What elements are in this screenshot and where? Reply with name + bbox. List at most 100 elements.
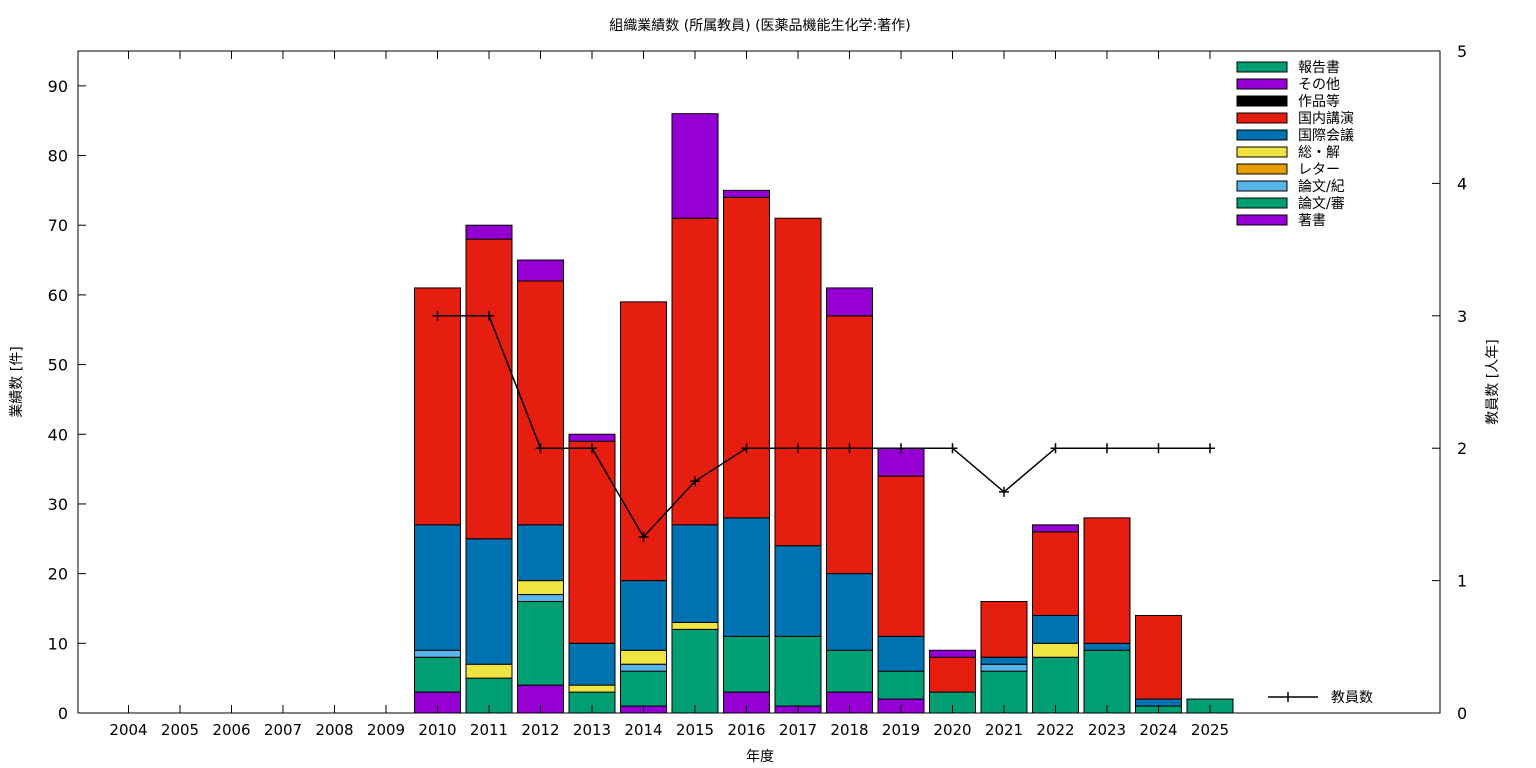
legend-label: 国内講演 xyxy=(1298,111,1354,127)
faculty-point xyxy=(587,443,597,454)
faculty-line-group xyxy=(432,310,1215,542)
bar-segment xyxy=(620,670,667,707)
y2-tick-label: 4 xyxy=(1457,174,1467,193)
axes-group: 0 10 20 30 40 50 60 70 80 90 0 1 2 3 4 5 2004 2005 2006 200… xyxy=(48,42,1468,739)
x-tick-label: 2021 xyxy=(985,721,1023,739)
bar-segment xyxy=(723,517,770,637)
x-tick-label: 2007 xyxy=(264,721,302,739)
y2-tick-label: 2 xyxy=(1457,439,1467,458)
x-tick-label: 2016 xyxy=(727,721,765,739)
bar-segment xyxy=(414,524,461,651)
x-tick-label: 2008 xyxy=(315,721,353,739)
y-tick-label: 0 xyxy=(58,704,68,723)
faculty-point xyxy=(1205,443,1215,454)
bar-segment xyxy=(1083,649,1131,714)
bar-segment xyxy=(723,635,770,693)
y-tick-label: 70 xyxy=(48,216,68,235)
faculty-line xyxy=(437,315,1210,539)
bar-segment xyxy=(1032,524,1079,533)
legend-swatch xyxy=(1236,214,1288,226)
x-tick-label: 2019 xyxy=(882,721,920,739)
legend-swatch xyxy=(1236,95,1288,107)
bar-segment xyxy=(877,475,925,637)
faculty-point xyxy=(432,310,443,321)
bar-segment xyxy=(980,601,1028,658)
legend-swatch xyxy=(1236,163,1288,175)
bar-segment xyxy=(568,684,616,693)
y2-tick-label: 3 xyxy=(1457,307,1467,326)
legend-swatch xyxy=(1236,61,1288,73)
x-tick-label: 2017 xyxy=(779,721,817,739)
x-tick-label: 2014 xyxy=(624,721,662,739)
faculty-point xyxy=(535,443,546,454)
legend-label: レター xyxy=(1298,162,1340,178)
y-tick-label: 50 xyxy=(48,356,68,375)
faculty-point xyxy=(690,476,700,487)
legend-label: その他 xyxy=(1298,77,1340,93)
x-tick-label: 2015 xyxy=(676,721,714,739)
bar-segment xyxy=(568,440,616,644)
bar-segment xyxy=(517,601,564,686)
bar-segment xyxy=(1135,614,1182,700)
legend-label: 総・解 xyxy=(1298,145,1340,161)
legend-swatch xyxy=(1236,146,1288,158)
x-tick-label: 2011 xyxy=(470,721,508,739)
legend-label: 国際会議 xyxy=(1298,127,1354,144)
faculty-point xyxy=(844,443,855,454)
bar-segment xyxy=(723,196,770,519)
x-tick-label: 2010 xyxy=(418,721,456,739)
faculty-point xyxy=(999,486,1009,497)
bar-segment xyxy=(877,635,925,672)
legend-swatch xyxy=(1236,180,1288,192)
bar-segment xyxy=(774,635,822,707)
bar-segment xyxy=(1083,642,1131,651)
legend-label: 報告書 xyxy=(1298,60,1340,76)
legend-swatch xyxy=(1236,112,1288,124)
bars-group xyxy=(414,113,1234,714)
bar-segment xyxy=(465,663,513,679)
faculty-point xyxy=(1153,443,1164,454)
bar-segment xyxy=(517,280,564,526)
x-tick-label: 2025 xyxy=(1191,721,1229,739)
y-tick-label: 30 xyxy=(48,495,68,514)
x-tick-label: 2009 xyxy=(367,721,405,739)
bar-segment xyxy=(826,649,873,693)
bar-segment xyxy=(980,663,1028,672)
bar-segment xyxy=(980,656,1028,665)
y2-tick-label: 1 xyxy=(1457,572,1467,591)
faculty-point xyxy=(1050,443,1061,454)
bar-segment xyxy=(671,628,719,714)
x-tick-label: 2005 xyxy=(161,721,199,739)
faculty-point xyxy=(484,310,494,321)
bar-segment xyxy=(877,670,925,700)
faculty-point xyxy=(741,443,752,454)
bar-segment xyxy=(1032,614,1079,644)
bar-segment xyxy=(517,580,564,596)
y-axis-label: 業績数 [件] xyxy=(9,346,25,417)
x-tick-label: 2022 xyxy=(1036,721,1074,739)
x-tick-label: 2006 xyxy=(212,721,250,739)
y2-tick-label: 0 xyxy=(1457,704,1467,723)
faculty-point xyxy=(896,443,906,454)
x-tick-label: 2020 xyxy=(933,721,971,739)
bar-segment xyxy=(465,238,513,540)
legend-swatch xyxy=(1236,78,1288,90)
legend-swatch xyxy=(1236,129,1288,141)
bar-segment xyxy=(1032,656,1079,714)
faculty-point xyxy=(793,443,803,454)
bar-segment xyxy=(414,287,461,526)
y-tick-label: 40 xyxy=(48,425,68,444)
x-axis-label: 年度 xyxy=(746,749,774,765)
x-tick-label: 2004 xyxy=(109,721,147,739)
x-tick-label: 2023 xyxy=(1088,721,1126,739)
chart-title: 組織業績数 (所属教員) (医薬品機能生化学:著作) xyxy=(609,18,910,34)
x-tick-label: 2018 xyxy=(830,721,868,739)
x-tick-label: 2024 xyxy=(1139,721,1177,739)
y-tick-label: 90 xyxy=(48,77,68,96)
bar-segment xyxy=(568,433,616,442)
bar-segment xyxy=(1083,517,1131,644)
legend-label: 作品等 xyxy=(1298,93,1340,110)
bar-segment xyxy=(465,538,513,665)
y-tick-label: 10 xyxy=(48,634,68,653)
